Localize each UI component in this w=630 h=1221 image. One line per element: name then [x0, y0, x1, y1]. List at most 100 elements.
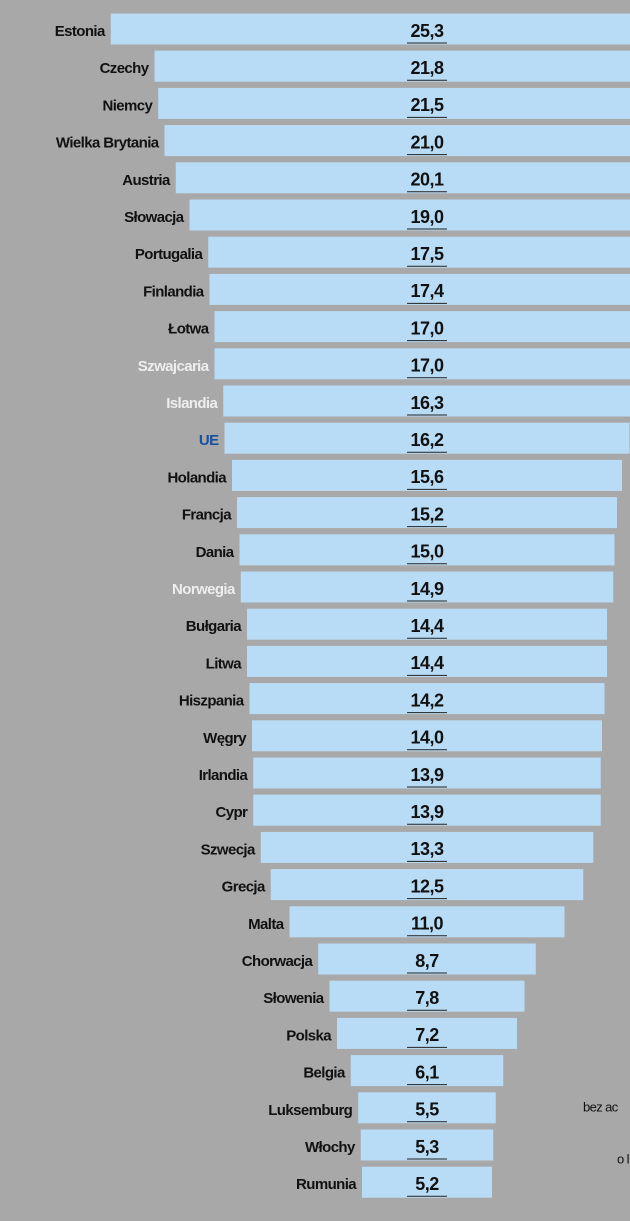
- category-label: Holandia: [167, 469, 227, 486]
- annotation: o l: [617, 1151, 630, 1166]
- value-label: 11,0: [411, 914, 444, 934]
- bar: [360, 1129, 494, 1161]
- category-label: Wielka Brytania: [56, 135, 160, 152]
- value-label: 7,2: [415, 1025, 439, 1045]
- bar: [329, 980, 525, 1012]
- bar: [350, 1055, 504, 1087]
- value-label: 14,9: [410, 579, 444, 599]
- value-label: 16,3: [410, 393, 444, 413]
- category-label: Malta: [248, 916, 285, 933]
- value-label: 12,5: [410, 876, 444, 896]
- bar: [247, 645, 607, 677]
- category-label: Austria: [122, 172, 171, 189]
- bar: [208, 236, 630, 268]
- category-label: Rumunia: [296, 1176, 357, 1193]
- value-label: 6,1: [415, 1062, 439, 1082]
- category-label: Polska: [286, 1027, 332, 1044]
- bar: [337, 1017, 517, 1049]
- bar: [110, 13, 630, 45]
- bar: [253, 794, 601, 826]
- value-label: 20,1: [410, 170, 444, 190]
- bar: [214, 348, 630, 380]
- value-label: 25,3: [410, 21, 444, 41]
- value-label: 17,4: [410, 281, 444, 301]
- bar: [237, 497, 617, 529]
- category-label: Cypr: [215, 804, 248, 821]
- value-label: 5,2: [415, 1174, 439, 1194]
- value-label: 21,5: [410, 95, 444, 115]
- bar: [164, 125, 630, 157]
- bar: [260, 831, 594, 863]
- category-label: Hiszpania: [179, 693, 245, 710]
- category-label: Niemcy: [102, 97, 153, 114]
- value-label: 14,2: [410, 690, 444, 710]
- bar: [232, 459, 622, 491]
- value-label: 21,8: [410, 58, 444, 78]
- value-label: 17,0: [410, 356, 444, 376]
- category-label: Belgia: [303, 1065, 346, 1082]
- value-label: 15,2: [410, 504, 444, 524]
- bar: [209, 273, 630, 305]
- category-label: Norwegia: [172, 581, 236, 598]
- value-label: 16,2: [410, 430, 444, 450]
- category-label: Francja: [182, 507, 232, 524]
- bar: [270, 869, 584, 901]
- bar: [252, 720, 602, 752]
- category-label: Islandia: [166, 395, 218, 412]
- value-label: 17,5: [410, 244, 444, 264]
- bar: [223, 385, 630, 417]
- category-label: Włochy: [305, 1139, 356, 1156]
- value-label: 13,9: [410, 802, 444, 822]
- category-label: Grecja: [222, 879, 266, 896]
- value-label: 15,0: [410, 542, 444, 562]
- value-label: 14,4: [410, 616, 444, 636]
- category-label: Słowacja: [124, 209, 185, 226]
- category-label: Portugalia: [135, 246, 204, 263]
- category-label: Chorwacja: [242, 953, 314, 970]
- bar: [249, 683, 605, 715]
- category-label: Łotwa: [168, 321, 210, 338]
- value-label: 21,0: [410, 132, 444, 152]
- category-label: Czechy: [100, 60, 150, 77]
- value-label: 13,9: [410, 765, 444, 785]
- category-label: Estonia: [55, 23, 106, 40]
- bar: [239, 534, 615, 566]
- category-label: Bułgaria: [186, 618, 242, 635]
- value-label: 13,3: [410, 839, 444, 859]
- value-label: 14,0: [410, 728, 444, 748]
- category-label: UE: [199, 432, 219, 449]
- category-label: Luksemburg: [268, 1102, 352, 1119]
- bar: [154, 50, 630, 82]
- bar: [289, 906, 565, 938]
- value-label: 19,0: [410, 207, 444, 227]
- category-label: Dania: [196, 544, 235, 561]
- bar: [318, 943, 536, 975]
- value-label: 15,6: [410, 467, 444, 487]
- value-label: 14,4: [410, 653, 444, 673]
- category-label: Słowenia: [263, 990, 324, 1007]
- category-label: Finlandia: [143, 283, 205, 300]
- bar: [247, 608, 607, 640]
- category-label: Litwa: [206, 655, 243, 672]
- bar: [358, 1092, 496, 1124]
- value-label: 17,0: [410, 318, 444, 338]
- bar: [175, 162, 630, 194]
- value-label: 5,5: [415, 1100, 439, 1120]
- bar: [214, 311, 630, 343]
- value-label: 8,7: [415, 951, 439, 971]
- value-label: 5,3: [415, 1137, 439, 1157]
- bar: [189, 199, 630, 231]
- value-label: 7,8: [415, 988, 439, 1008]
- bar: [224, 422, 630, 454]
- bar: [240, 571, 614, 603]
- bar: [253, 757, 601, 789]
- bar: [158, 87, 630, 119]
- category-label: Szwecja: [201, 841, 256, 858]
- bar: [362, 1166, 492, 1198]
- category-label: Szwajcaria: [138, 358, 210, 375]
- annotation: bez ac: [583, 1099, 619, 1114]
- category-label: Węgry: [203, 730, 247, 747]
- category-label: Irlandia: [199, 767, 249, 784]
